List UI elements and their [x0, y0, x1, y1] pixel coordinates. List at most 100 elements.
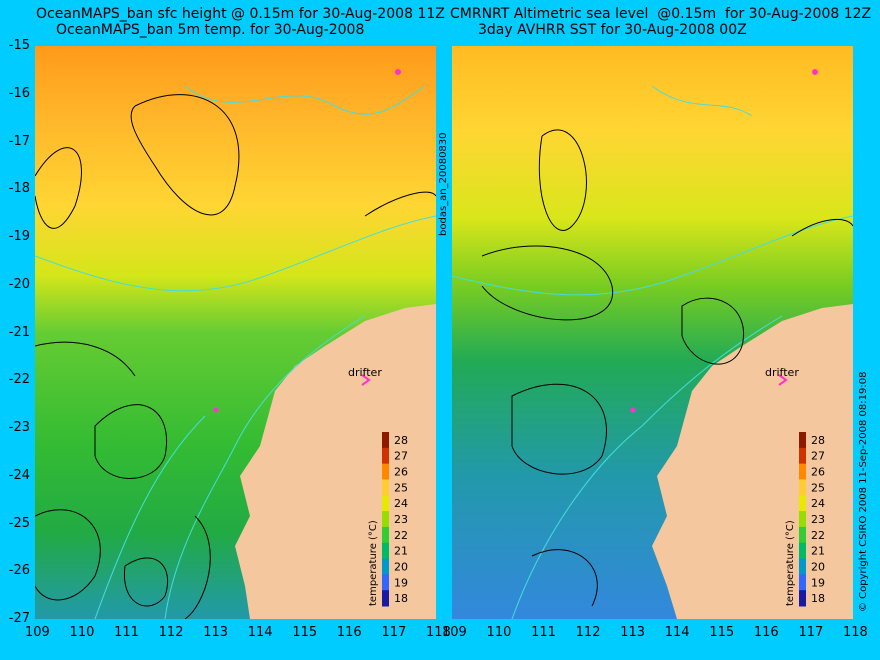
- lat-tick-label: -21: [8, 324, 30, 340]
- colorbar-swatch: [799, 574, 806, 591]
- colorbar-tick-label: 19: [811, 576, 825, 589]
- lon-tick-label: 109: [442, 625, 467, 640]
- lon-tick-label: 113: [620, 625, 646, 640]
- colorbar-swatch: [382, 432, 389, 449]
- lon-tick-label: 118: [843, 625, 868, 640]
- colorbar-tick-label: 18: [811, 592, 825, 605]
- drifter-arrow-icon: [778, 374, 788, 386]
- analysis-id-label: bodas_an_20080830: [438, 132, 449, 236]
- colorbar-swatch: [799, 542, 806, 560]
- left-map-svg: drifter 28 27 26 25 24 23 22 21 20 19 18 temperatur…: [35, 46, 436, 619]
- lon-tick-label: 109: [25, 625, 50, 640]
- colorbar-swatch: [382, 590, 389, 607]
- lon-tick-label: 112: [158, 625, 184, 640]
- lat-tick-label: -22: [8, 372, 30, 388]
- colorbar-swatch: [382, 511, 389, 528]
- lon-tick-label: 112: [575, 625, 601, 640]
- colorbar-swatch: [382, 542, 389, 560]
- colorbar-tick-label: 23: [394, 513, 408, 526]
- lon-tick-label: 110: [486, 625, 512, 640]
- colorbar-swatch: [382, 558, 389, 575]
- colorbar-tick-label: 27: [394, 450, 408, 463]
- lon-tick-label: 113: [203, 625, 229, 640]
- lon-tick-label: 116: [336, 625, 362, 640]
- colorbar-swatch: [382, 495, 389, 512]
- lat-tick-label: -27: [8, 611, 30, 626]
- colorbar-tick-label: 24: [811, 497, 825, 510]
- lat-tick-label: -17: [8, 133, 30, 149]
- float-marker: [213, 407, 219, 413]
- colorbar-tick-label: 20: [811, 560, 825, 573]
- colorbar-swatch: [799, 447, 806, 465]
- lon-tick-label: 114: [247, 625, 273, 640]
- right-map-svg: drifter 28 27 26 25 24 23 22 21 20 19 18 temperatur…: [452, 46, 853, 619]
- drifter-label: drifter: [348, 366, 382, 379]
- left-title-line2: OceanMAPS_ban 5m temp. for 30-Aug-2008: [56, 22, 365, 38]
- colorbar-swatch: [799, 495, 806, 512]
- sea-level-contours: [481, 129, 853, 607]
- colorbar-tick-label: 21: [811, 545, 825, 558]
- colorbar-swatch: [799, 590, 806, 607]
- colorbar-swatch: [382, 574, 389, 591]
- colorbar-swatch: [799, 511, 806, 528]
- right-title-line1: CMRNRT Altimetric sea level @0.15m for 3…: [450, 6, 872, 22]
- colorbar-tick-label: 25: [811, 481, 825, 494]
- colorbar-swatch: [382, 526, 389, 544]
- colorbar-swatch: [382, 463, 389, 480]
- colorbar-tick-label: 21: [394, 545, 408, 558]
- copyright-label: © Copyright CSIRO 2008 11-Sep-2008 08:19…: [858, 371, 869, 612]
- colorbar-tick-label: 25: [394, 481, 408, 494]
- colorbar-swatch: [799, 558, 806, 575]
- left-map-panel: drifter 28 27 26 25 24 23 22 21 20 19 18 temperatur…: [35, 46, 436, 619]
- colorbar-swatch: [799, 432, 806, 449]
- float-marker-north: [395, 69, 401, 75]
- left-title-line1: OceanMAPS_ban sfc height @ 0.15m for 30-…: [36, 6, 445, 22]
- right-map-panel: drifter 28 27 26 25 24 23 22 21 20 19 18 temperatur…: [452, 46, 853, 619]
- lat-tick-label: -18: [8, 181, 30, 197]
- lon-tick-label: 116: [753, 625, 779, 640]
- colorbar-title: temperature (°C): [368, 520, 379, 606]
- lat-tick-label: -24: [8, 467, 30, 483]
- colorbar-tick-label: 20: [394, 560, 408, 573]
- lat-tick-label: -16: [8, 85, 30, 101]
- colorbar-tick-label: 22: [811, 529, 825, 542]
- lat-tick-label: -15: [8, 38, 30, 53]
- colorbar-tick-label: 24: [394, 497, 408, 510]
- lon-tick-label: 111: [114, 625, 139, 640]
- lon-tick-label: 118: [426, 625, 451, 640]
- right-title-line2: 3day AVHRR SST for 30-Aug-2008 00Z: [478, 22, 747, 38]
- lon-tick-label: 117: [381, 625, 407, 640]
- lon-tick-label: 115: [292, 625, 318, 640]
- lon-tick-label: 110: [69, 625, 95, 640]
- colorbar-swatch: [799, 526, 806, 544]
- lat-tick-label: -23: [8, 420, 30, 435]
- lat-tick-label: -26: [8, 563, 30, 579]
- float-marker-north: [812, 69, 818, 75]
- float-marker: [630, 407, 636, 413]
- drifter-label: drifter: [765, 366, 799, 379]
- lon-tick-label: 111: [531, 625, 556, 640]
- lon-tick-label: 114: [664, 625, 690, 640]
- colorbar-tick-label: 28: [811, 434, 825, 447]
- left-colorbar: 28 27 26 25 24 23 22 21 20 19 18 temperature (°C): [368, 432, 408, 607]
- colorbar-tick-label: 27: [811, 450, 825, 463]
- lat-tick-label: -19: [8, 229, 30, 244]
- colorbar-tick-label: 26: [394, 466, 408, 479]
- drifter-arrow-icon: [361, 374, 371, 386]
- lon-tick-label: 117: [798, 625, 824, 640]
- colorbar-title: temperature (°C): [785, 520, 796, 606]
- colorbar-swatch: [382, 479, 389, 496]
- colorbar-swatch: [799, 463, 806, 480]
- right-colorbar: 28 27 26 25 24 23 22 21 20 19 18 temperature (°C): [785, 432, 825, 607]
- bathymetry-contours: [35, 85, 436, 619]
- colorbar-tick-label: 18: [394, 592, 408, 605]
- lat-tick-label: -25: [8, 515, 30, 531]
- colorbar-swatch: [799, 479, 806, 496]
- sea-level-contours: [35, 94, 436, 619]
- colorbar-tick-label: 22: [394, 529, 408, 542]
- colorbar-tick-label: 23: [811, 513, 825, 526]
- colorbar-swatch: [382, 447, 389, 465]
- lon-tick-label: 115: [709, 625, 735, 640]
- colorbar-tick-label: 26: [811, 466, 825, 479]
- lat-tick-label: -20: [8, 276, 30, 292]
